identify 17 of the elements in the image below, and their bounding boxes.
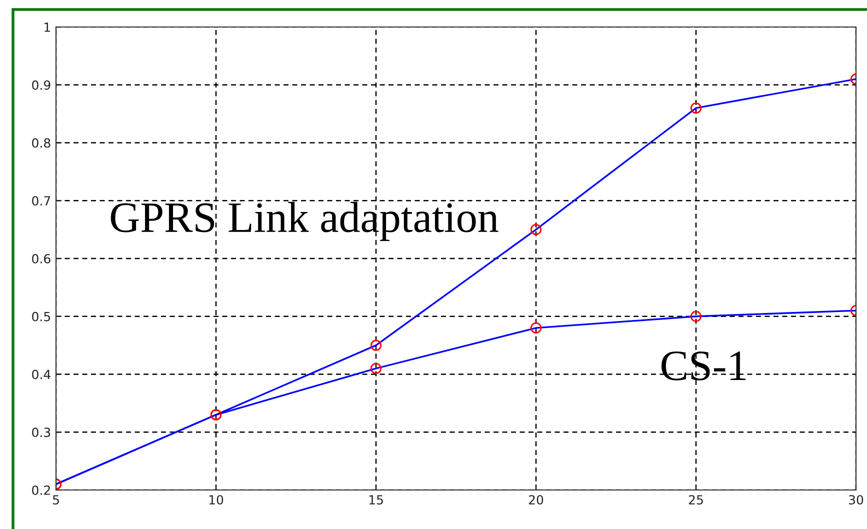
series-label: CS-1 bbox=[662, 351, 746, 380]
x-tick-label: 15 bbox=[369, 495, 383, 505]
y-tick-label: 0.6 bbox=[32, 254, 50, 264]
y-tick-label: 0.5 bbox=[32, 312, 50, 322]
y-tick-label: 0.2 bbox=[32, 485, 50, 495]
y-tick-label: 0.9 bbox=[32, 80, 50, 90]
series-label: GPRS Link adaptation bbox=[110, 202, 498, 241]
x-tick-label: 5 bbox=[52, 495, 59, 505]
y-tick-label: 0.3 bbox=[32, 428, 50, 438]
x-tick-label: 25 bbox=[688, 495, 703, 505]
y-tick-label: 0.7 bbox=[32, 196, 50, 206]
x-tick-label: 30 bbox=[849, 495, 864, 505]
y-tick-label: 1 bbox=[44, 22, 50, 32]
x-tick-label: 10 bbox=[209, 495, 224, 505]
y-tick-label: 0.8 bbox=[32, 138, 50, 148]
y-tick-label: 0.4 bbox=[32, 370, 50, 380]
x-tick-label: 20 bbox=[528, 495, 544, 505]
